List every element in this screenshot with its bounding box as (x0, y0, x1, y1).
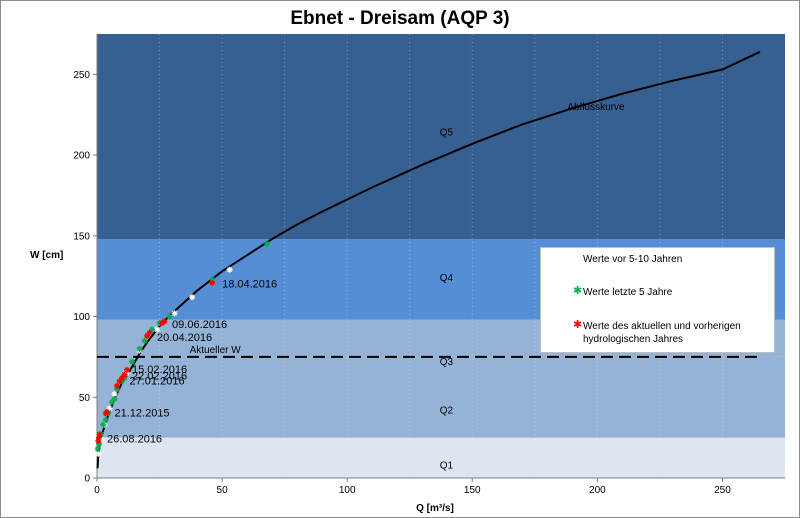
y-tick-label: 0 (84, 474, 90, 485)
point-recent (141, 337, 148, 344)
point-current (121, 371, 128, 378)
point-recent (111, 395, 118, 402)
point-recent (94, 445, 101, 452)
legend-marker-old: ✱ (573, 252, 583, 264)
labels-layer: Q1 Q2 Q3 Q4 Q5 Aktueller W Abflusskurve 26.08.2… (107, 102, 625, 471)
point-old (111, 391, 118, 398)
legend: ✱ Werte vor 5-10 Jahren ✱ Werte letzte 5… (540, 247, 775, 353)
point-old (154, 326, 161, 333)
x-tick-label: 50 (217, 485, 229, 496)
rating-curve-label: Abflusskurve (567, 102, 625, 113)
point-recent (100, 421, 107, 428)
date-annotation: 22.02.2016 (132, 371, 187, 383)
point-current (124, 366, 131, 373)
point-current (209, 279, 216, 286)
date-annotation: 26.08.2016 (107, 433, 162, 445)
y-tick-label: 50 (79, 393, 91, 404)
point-recent (102, 416, 109, 423)
y-tick-label: 100 (73, 312, 90, 323)
zone-band-q5 (97, 34, 785, 240)
zone-band-q2 (97, 356, 785, 438)
x-tick-label: 250 (714, 485, 731, 496)
x-tick-label: 100 (339, 485, 356, 496)
point-current (104, 408, 111, 415)
chart-title: Ebnet - Dreisam (AQP 3) (290, 8, 510, 29)
point-current (146, 329, 153, 336)
legend-entry-current: Werte des aktuellen und vorherigen hydro… (583, 321, 741, 345)
legend-marker-recent: ✱ (573, 285, 583, 297)
y-axis-label: W [cm] (30, 250, 64, 261)
point-recent (166, 313, 173, 320)
date-annotation: 21.12.2015 (115, 408, 170, 420)
y-tick-label: 150 (73, 231, 90, 242)
zone-label-q4: Q4 (440, 273, 454, 284)
point-old (226, 266, 233, 273)
legend-entry-recent: Werte letzte 5 Jahre (583, 287, 673, 298)
y-tick-label: 200 (73, 151, 90, 162)
point-current (114, 382, 121, 389)
y-tick-label: 250 (73, 70, 90, 81)
legend-marker-current: ✱ (573, 319, 583, 331)
point-recent (264, 240, 271, 247)
zone-label-q1: Q1 (440, 460, 454, 471)
x-tick-label: 150 (464, 485, 481, 496)
zone-band-q1 (97, 437, 785, 478)
x-axis-label: Q [m³/s] (416, 503, 454, 514)
date-annotation: 18.04.2016 (222, 278, 277, 290)
point-old (189, 294, 196, 301)
date-annotation: 20.04.2016 (157, 332, 212, 344)
zone-label-q5: Q5 (440, 128, 454, 139)
zone-label-q3: Q3 (440, 357, 454, 368)
axes-layer: 0 50 100 150 200 250 0 50 100 150 200 250 (73, 34, 785, 496)
point-old (171, 310, 178, 317)
zone-label-q2: Q2 (440, 405, 454, 416)
point-current (161, 318, 168, 325)
point-current (96, 431, 103, 438)
legend-entry-old: Werte vor 5-10 Jahren (583, 254, 683, 265)
x-tick-label: 200 (589, 485, 606, 496)
date-annotation: 27.01.2016 (130, 375, 185, 387)
current-w-label: Aktueller W (190, 345, 242, 356)
x-tick-label: 0 (94, 485, 100, 496)
date-annotation: 15.02.2016 (132, 364, 187, 376)
points-layer (94, 240, 271, 457)
point-recent (136, 345, 143, 352)
point-recent (129, 358, 136, 365)
date-annotation: 09.06.2016 (172, 319, 227, 331)
point-old (106, 405, 113, 412)
